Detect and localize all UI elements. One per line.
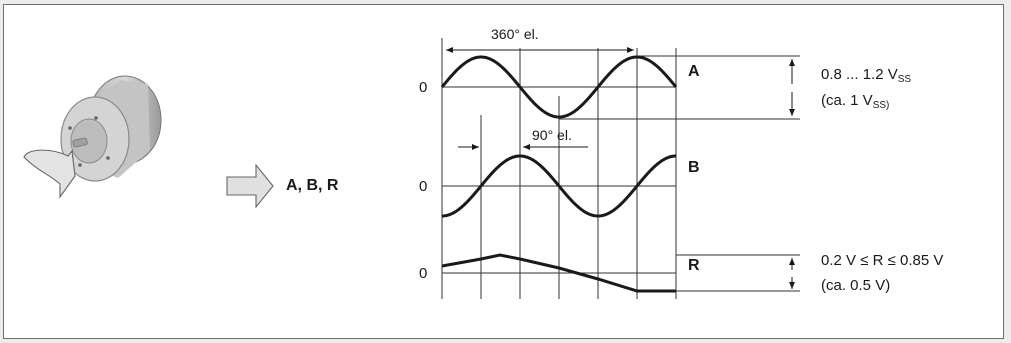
zero-label-r: 0 (419, 265, 428, 282)
period-label: 360° el. (491, 26, 539, 42)
signal-b-waveform (441, 154, 677, 218)
signal-r-name: R (688, 257, 700, 274)
signal-a-waveform (440, 55, 678, 119)
signal-r-typical: (ca. 0.5 V) (821, 277, 891, 294)
signal-a-name: A (688, 63, 700, 80)
input-signals-label: A, B, R (286, 177, 339, 194)
phase-label: 90° el. (532, 127, 572, 143)
signal-a-range: 0.8 ... 1.2 VSS (821, 66, 912, 85)
signal-r-range: 0.2 V ≤ R ≤ 0.85 V (821, 252, 944, 269)
rotation-arrow-icon (23, 149, 76, 199)
zero-label-a: 0 (419, 79, 428, 96)
rotary-encoder-icon (60, 75, 162, 182)
zero-label-b: 0 (419, 178, 428, 195)
right-arrow-icon (226, 163, 274, 209)
signal-a-typical: (ca. 1 VSS) (821, 92, 890, 111)
figure-frame (3, 4, 1004, 339)
signal-r-waveform (441, 253, 676, 293)
signal-b-name: B (688, 159, 700, 176)
